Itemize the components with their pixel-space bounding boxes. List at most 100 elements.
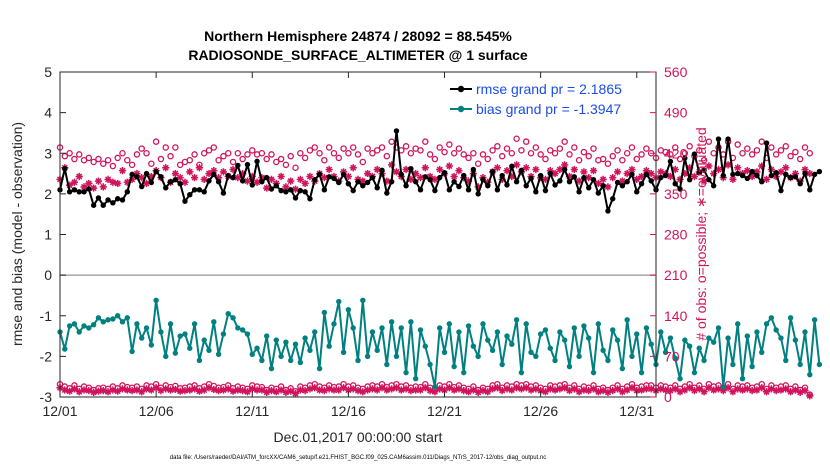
rmse-point: [81, 189, 87, 195]
evaluated-low-point: [267, 387, 276, 395]
rmse-point: [614, 179, 621, 186]
rmse-point: [62, 165, 68, 172]
evaluated-low-point: [311, 384, 319, 392]
evaluated-point: [546, 167, 554, 175]
possible-point: [619, 156, 626, 164]
evaluated-low-point: [66, 387, 74, 395]
rmse-point: [374, 185, 380, 191]
possible-point: [604, 160, 612, 167]
possible-point: [465, 154, 472, 162]
possible-point: [234, 149, 242, 157]
evaluated-low-point: [368, 385, 377, 393]
evaluated-point: [234, 174, 242, 182]
bias-point: [792, 337, 799, 343]
evaluated-point: [436, 165, 444, 174]
evaluated-point: [762, 175, 771, 183]
bias-point: [278, 353, 284, 360]
evaluated-low-point: [527, 386, 535, 394]
evaluated-low-point: [335, 386, 343, 394]
rmse-point: [408, 165, 414, 172]
bias-point: [456, 329, 462, 335]
evaluated-low-point: [561, 384, 569, 392]
bias-point: [225, 311, 231, 317]
evaluated-point: [676, 175, 684, 183]
evaluated-low-point: [782, 385, 790, 393]
possible-point: [85, 154, 93, 162]
evaluated-point: [575, 177, 583, 185]
bias-point: [461, 369, 467, 376]
evaluated-low-point: [508, 386, 516, 394]
possible-point: [527, 149, 535, 157]
possible-point: [321, 156, 328, 164]
possible-point: [748, 151, 756, 158]
rmse-point: [686, 176, 693, 183]
evaluated-low-point: [695, 385, 703, 393]
evaluated-point: [642, 167, 650, 175]
evaluated-low-point: [195, 387, 203, 395]
evaluated-low-point: [200, 386, 208, 394]
possible-point: [340, 145, 347, 152]
bias-point: [494, 329, 501, 335]
possible-point: [470, 149, 477, 157]
y-right-tick-label: 280: [664, 227, 688, 243]
possible-point: [614, 147, 621, 154]
evaluated-point: [306, 172, 314, 181]
evaluated-point: [421, 164, 429, 172]
evaluated-low-point: [421, 384, 429, 392]
bias-point: [177, 333, 183, 339]
evaluated-point: [320, 174, 328, 182]
evaluated-low-point: [152, 384, 160, 392]
possible-point: [148, 160, 155, 167]
evaluated-point: [618, 177, 626, 185]
evaluated-low-point: [719, 387, 727, 395]
possible-point: [244, 151, 251, 158]
rmse-point: [302, 189, 308, 195]
evaluated-point: [734, 164, 742, 172]
evaluated-point: [373, 165, 381, 174]
rmse-point: [331, 175, 337, 182]
rmse-point: [691, 151, 698, 157]
evaluated-point: [90, 184, 98, 192]
legend-box: [444, 80, 648, 119]
possible-point: [229, 158, 237, 166]
rmse-point: [701, 167, 707, 174]
bias-point: [417, 327, 424, 333]
evaluated-point: [806, 169, 814, 178]
rmse-point: [518, 167, 525, 174]
evaluated-low-point: [75, 388, 83, 396]
rmse-point: [139, 183, 145, 190]
evaluated-low-point: [61, 386, 69, 394]
bias-point: [340, 349, 347, 356]
evaluated-point: [791, 169, 799, 178]
possible-point: [205, 147, 213, 154]
rmse-point: [292, 195, 299, 201]
evaluated-point: [681, 169, 689, 178]
legend-label-rmse: rmse grand pr = 2.1865: [476, 81, 622, 97]
evaluated-point: [248, 172, 256, 181]
bias-point: [590, 369, 597, 376]
evaluated-low-point: [272, 388, 280, 396]
bias-point: [148, 342, 155, 348]
y-left-tick-label: -3: [40, 389, 53, 405]
bias-point: [273, 337, 279, 343]
possible-point: [441, 148, 448, 156]
rmse-point: [307, 196, 313, 202]
possible-point: [484, 155, 492, 163]
bias-point: [86, 325, 92, 331]
evaluated-point: [66, 181, 74, 189]
legend-label-bias: bias grand pr = -1.3947: [476, 101, 621, 117]
bias-point: [542, 327, 549, 333]
evaluated-low-point: [392, 384, 401, 392]
rmse-point: [196, 187, 203, 193]
evaluated-point: [455, 167, 463, 175]
possible-point: [258, 149, 266, 157]
evaluated-point: [556, 165, 564, 174]
y-right-tick-label: 0: [664, 389, 672, 405]
evaluated-low-point: [114, 387, 122, 395]
evaluated-low-point: [407, 387, 415, 395]
evaluated-point: [671, 165, 679, 174]
rmse-point: [590, 176, 597, 183]
rmse-point: [557, 178, 563, 184]
rmse-point: [417, 187, 424, 193]
evaluated-point: [181, 178, 189, 186]
